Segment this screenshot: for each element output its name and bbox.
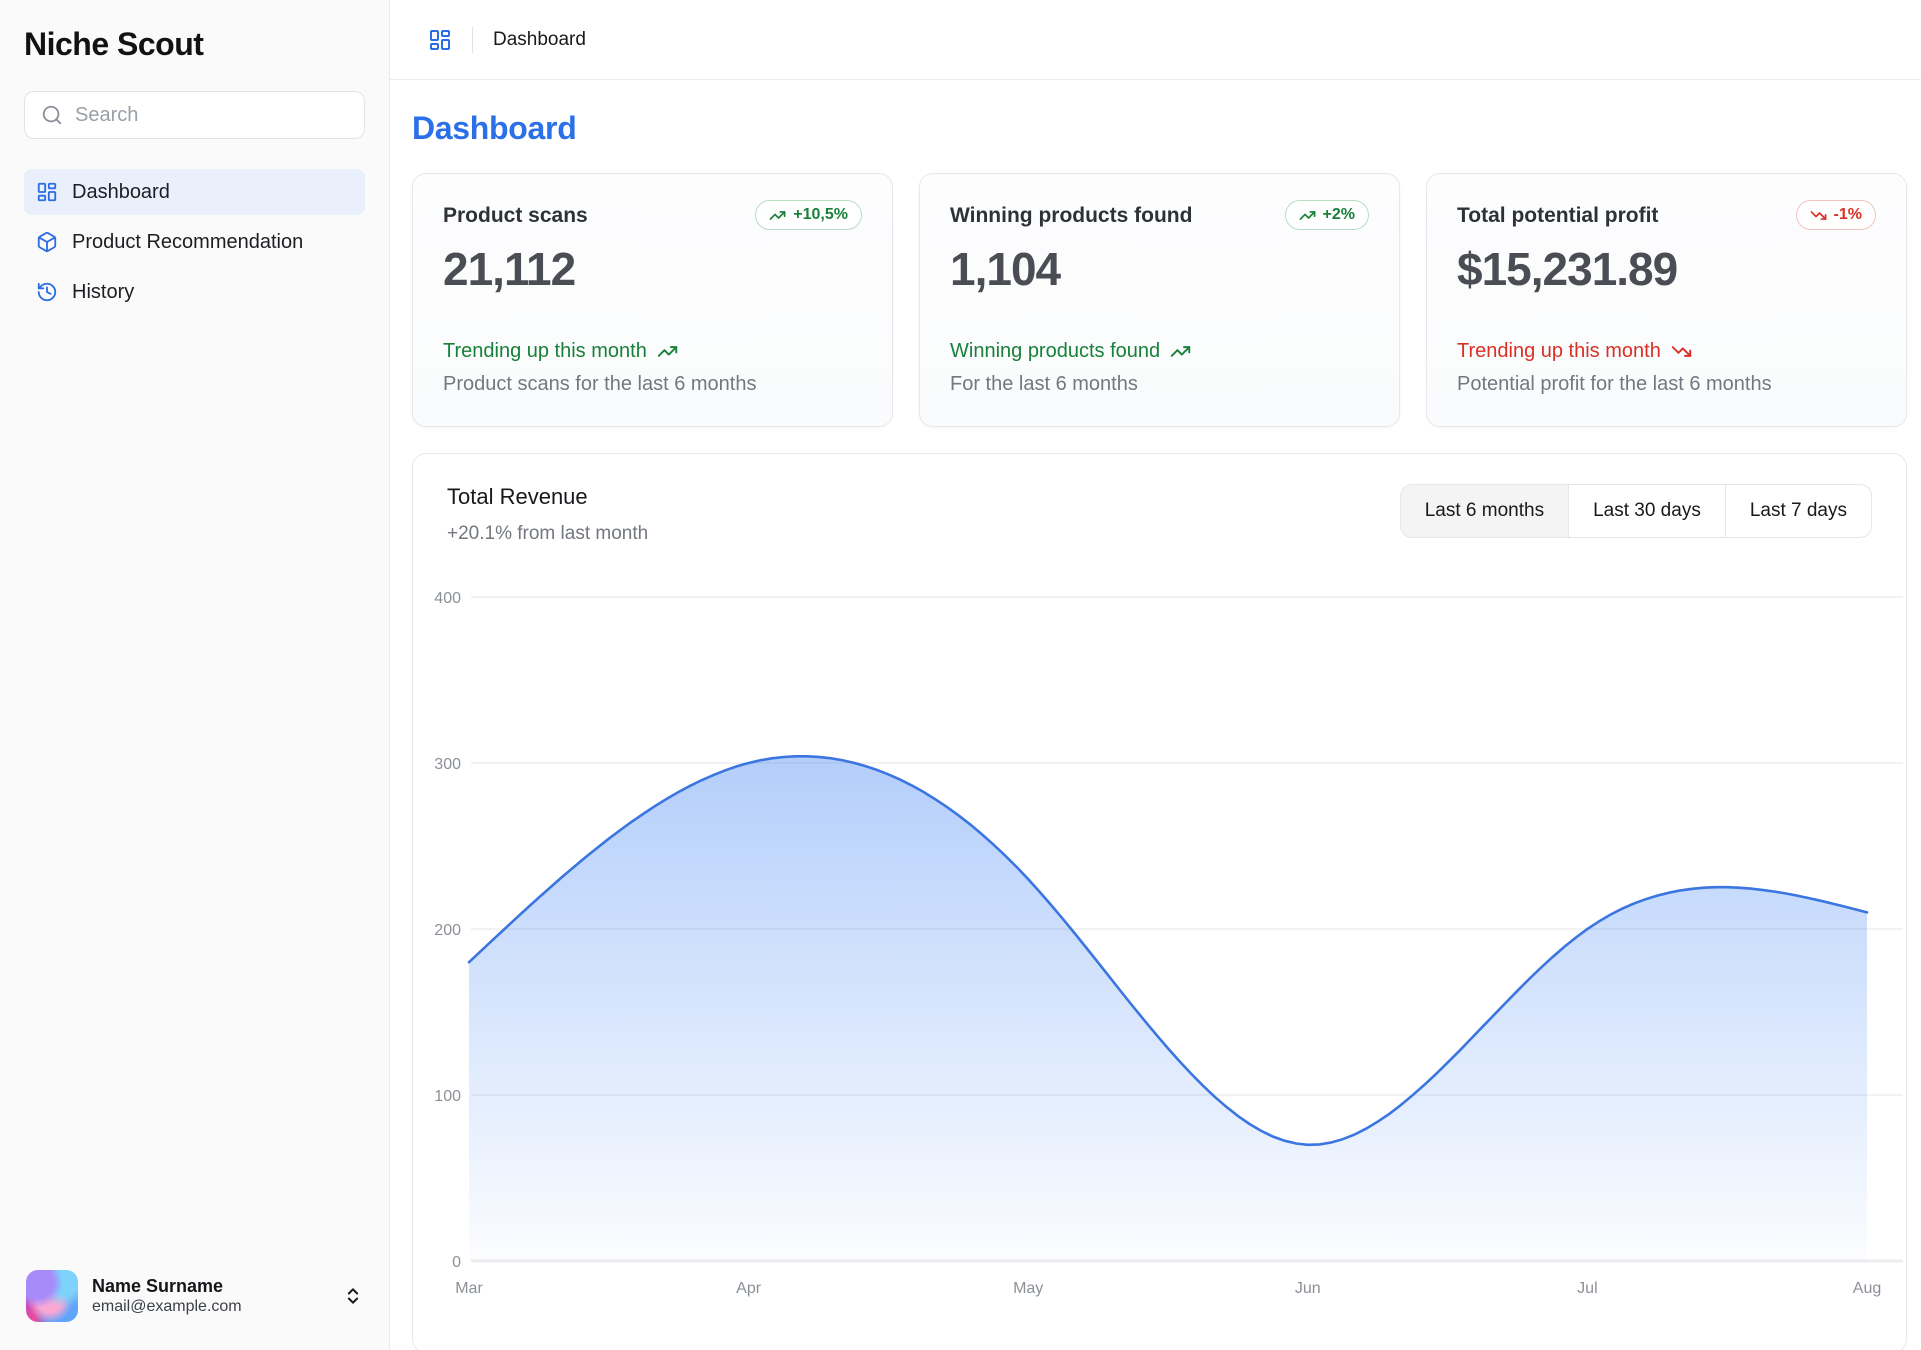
svg-text:Apr: Apr: [736, 1280, 762, 1297]
svg-text:Jun: Jun: [1295, 1280, 1321, 1297]
trending-up-icon: [769, 207, 786, 224]
trending-down-icon: [1671, 341, 1692, 362]
history-icon: [36, 281, 58, 303]
stat-card-subtitle: Potential profit for the last 6 months: [1457, 373, 1772, 395]
trending-up-icon: [1170, 341, 1191, 362]
sidebar-item-label: Product Recommendation: [72, 230, 304, 253]
stat-card-subtitle: Product scans for the last 6 months: [443, 373, 757, 395]
svg-text:0: 0: [452, 1254, 461, 1271]
chart-subtitle: +20.1% from last month: [447, 523, 649, 544]
stat-card-trend: Winning products found: [950, 340, 1369, 363]
sidebar-item-history[interactable]: History: [24, 269, 365, 315]
trending-up-icon: [1299, 207, 1316, 224]
avatar: [26, 1270, 78, 1322]
svg-text:300: 300: [434, 756, 461, 773]
svg-text:Mar: Mar: [455, 1280, 483, 1297]
stat-card-product-scans: Product scans +10,5% 21,112 Trending up …: [412, 173, 893, 427]
package-icon: [36, 231, 58, 253]
stat-card-value: 21,112: [443, 243, 576, 295]
svg-text:100: 100: [434, 1088, 461, 1105]
revenue-area-chart: 0 100 200 300 400 Mar Apr May Jun Jul Aug: [428, 561, 1906, 1321]
stat-cards-row: Product scans +10,5% 21,112 Trending up …: [412, 173, 1907, 427]
sidebar-nav: Dashboard Product Recommendation History: [24, 169, 365, 315]
svg-text:200: 200: [434, 922, 461, 939]
user-name: Name Surname: [92, 1275, 224, 1296]
search-box[interactable]: [24, 91, 365, 139]
status-badge: -1%: [1795, 200, 1876, 230]
search-input[interactable]: [75, 103, 348, 127]
revenue-card: Total Revenue +20.1% from last month Las…: [412, 453, 1907, 1350]
range-button-7-days[interactable]: Last 7 days: [1724, 484, 1872, 538]
page-title: Dashboard: [412, 110, 577, 146]
stat-card-value: 1,104: [950, 243, 1061, 295]
stat-card-title: Product scans: [443, 204, 588, 227]
dashboard-grid-icon[interactable]: [428, 28, 452, 52]
svg-text:May: May: [1013, 1280, 1043, 1297]
breadcrumb-current: Dashboard: [493, 28, 586, 50]
range-button-6-months[interactable]: Last 6 months: [1399, 484, 1570, 538]
app-logo: Niche Scout: [24, 26, 204, 62]
svg-text:Aug: Aug: [1853, 1280, 1881, 1297]
sidebar-item-label: History: [72, 280, 135, 303]
status-badge: +10,5%: [755, 200, 862, 230]
status-badge: +2%: [1284, 200, 1369, 230]
sidebar: Niche Scout Dashboard Product Recommenda…: [0, 0, 390, 1350]
search-icon: [41, 104, 63, 126]
trending-down-icon: [1810, 207, 1827, 224]
breadcrumb: Dashboard: [390, 0, 1921, 80]
stat-card-subtitle: For the last 6 months: [950, 373, 1138, 395]
svg-text:Jul: Jul: [1577, 1280, 1597, 1297]
stat-card-value: $15,231.89: [1457, 243, 1678, 295]
trending-up-icon: [657, 341, 678, 362]
sidebar-item-label: Dashboard: [72, 180, 170, 203]
stat-card-trend: Trending up this month: [443, 340, 862, 363]
sidebar-item-product-recommendation[interactable]: Product Recommendation: [24, 219, 365, 265]
breadcrumb-divider: [472, 26, 473, 53]
chevrons-up-down-icon[interactable]: [343, 1286, 363, 1306]
range-toggle-group: Last 6 months Last 30 days Last 7 days: [1399, 484, 1872, 538]
user-email: email@example.com: [92, 1298, 242, 1316]
stat-card-title: Winning products found: [950, 204, 1193, 227]
stat-card-total-profit: Total potential profit -1% $15,231.89 Tr…: [1426, 173, 1907, 427]
user-menu[interactable]: Name Surname email@example.com: [24, 1266, 365, 1326]
range-button-30-days[interactable]: Last 30 days: [1568, 484, 1726, 538]
chart-title: Total Revenue: [447, 484, 588, 509]
main-area: Dashboard Dashboard Product scans +10,5%: [390, 0, 1921, 1350]
stat-card-trend: Trending up this month: [1457, 340, 1876, 363]
layout-dashboard-icon: [36, 181, 58, 203]
stat-card-title: Total potential profit: [1457, 204, 1659, 227]
sidebar-item-dashboard[interactable]: Dashboard: [24, 169, 365, 215]
stat-card-winning-products: Winning products found +2% 1,104 Winning…: [919, 173, 1400, 427]
page-content: Dashboard Product scans +10,5% 21,112: [390, 80, 1921, 1350]
svg-text:400: 400: [434, 590, 461, 607]
